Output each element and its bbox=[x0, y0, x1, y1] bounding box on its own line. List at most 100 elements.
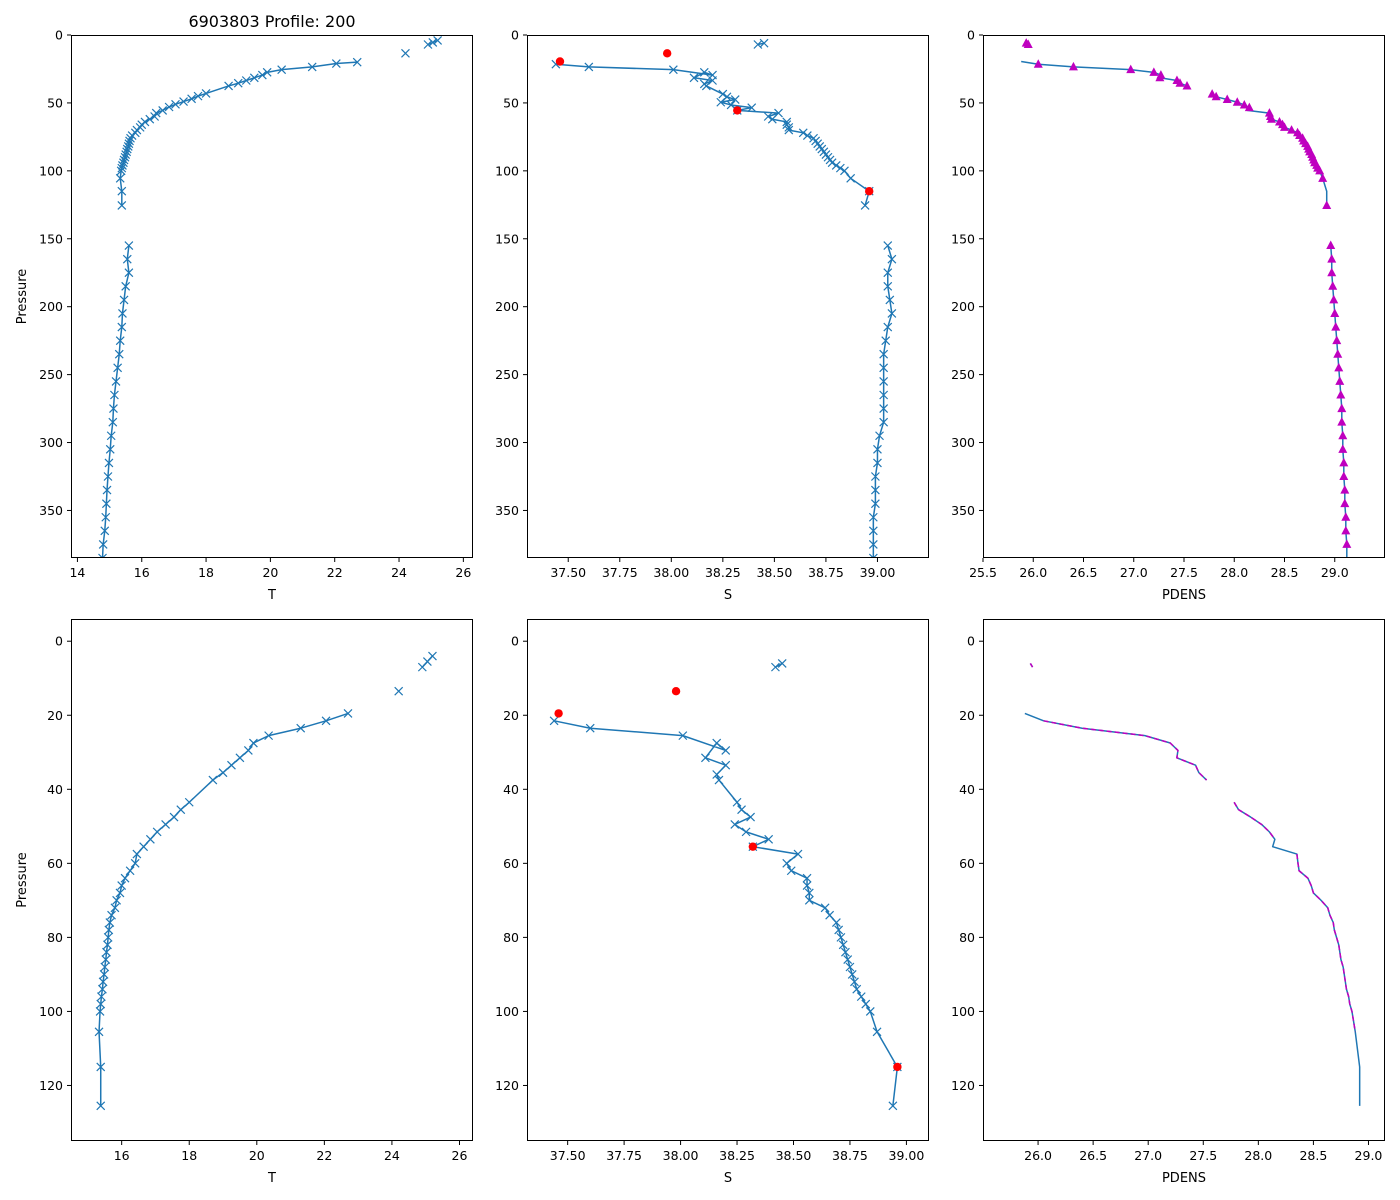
x-marker bbox=[102, 485, 112, 495]
x-marker bbox=[841, 947, 850, 957]
x-axis-label: S bbox=[724, 1171, 732, 1186]
x-marker bbox=[119, 295, 129, 305]
x-tick-label: 16 bbox=[114, 1148, 130, 1163]
x-marker bbox=[584, 62, 594, 72]
x-marker bbox=[97, 984, 107, 994]
x-tick-label: 18 bbox=[198, 565, 214, 580]
x-marker bbox=[825, 910, 835, 920]
plot-area bbox=[549, 659, 902, 1111]
x-marker bbox=[117, 186, 127, 196]
x-marker bbox=[802, 881, 812, 890]
x-marker bbox=[678, 731, 688, 741]
x-axis-label: T bbox=[267, 588, 276, 603]
x-marker bbox=[782, 117, 792, 127]
x-marker bbox=[873, 444, 882, 454]
x-tick-label: 14 bbox=[69, 565, 85, 580]
x-tick-label: 38.25 bbox=[719, 1148, 755, 1163]
x-marker bbox=[321, 716, 331, 726]
x-marker bbox=[103, 932, 113, 942]
x-marker bbox=[753, 40, 763, 49]
x-tick-label: 26.5 bbox=[1079, 1148, 1107, 1163]
x-tick-label: 28.5 bbox=[1299, 1148, 1327, 1163]
x-marker bbox=[868, 526, 878, 536]
y-tick-label: 0 bbox=[967, 634, 975, 649]
x-marker bbox=[836, 932, 846, 942]
x-marker bbox=[870, 485, 880, 495]
y-tick-label: 100 bbox=[39, 1004, 63, 1019]
y-tick-label: 100 bbox=[951, 163, 975, 178]
x-marker bbox=[793, 849, 803, 859]
x-marker bbox=[872, 1027, 882, 1037]
y-tick-label: 250 bbox=[495, 367, 519, 382]
y-tick-label: 40 bbox=[959, 782, 975, 797]
x-marker bbox=[257, 70, 267, 80]
x-marker bbox=[171, 99, 180, 109]
x-marker bbox=[99, 969, 109, 979]
x-marker bbox=[845, 962, 855, 972]
density-marker bbox=[1337, 417, 1347, 426]
density-marker bbox=[1335, 376, 1345, 385]
x-marker bbox=[208, 775, 218, 785]
x-tick-label: 27.5 bbox=[1189, 1148, 1217, 1163]
x-marker bbox=[394, 686, 404, 696]
flag-point bbox=[555, 57, 565, 66]
density-marker bbox=[1340, 498, 1350, 508]
x-marker bbox=[94, 1027, 104, 1037]
x-tick-label: 28.5 bbox=[1271, 565, 1299, 580]
plot-area bbox=[1021, 38, 1352, 558]
x-tick-label: 37.75 bbox=[602, 565, 638, 580]
density-marker bbox=[1033, 59, 1043, 68]
series-s bbox=[551, 38, 897, 558]
y-tick-label: 100 bbox=[39, 163, 63, 178]
x-marker bbox=[111, 376, 121, 386]
plot-area bbox=[94, 651, 437, 1111]
axes-frame bbox=[527, 619, 929, 1141]
flag-point bbox=[748, 842, 758, 851]
x-marker bbox=[264, 731, 274, 741]
series-line bbox=[872, 245, 893, 558]
axes-frame bbox=[71, 619, 473, 1141]
x-marker bbox=[352, 57, 362, 67]
y-tick-label: 200 bbox=[951, 299, 975, 314]
x-marker bbox=[103, 472, 113, 481]
y-tick-label: 50 bbox=[503, 95, 519, 110]
x-tick-label: 39.00 bbox=[860, 565, 896, 580]
series-s-flagged bbox=[555, 49, 874, 196]
x-marker bbox=[120, 873, 130, 883]
y-tick-label: 60 bbox=[47, 856, 63, 871]
x-marker bbox=[741, 827, 751, 837]
x-marker bbox=[746, 812, 756, 822]
x-marker bbox=[130, 858, 140, 868]
x-marker bbox=[127, 131, 137, 140]
density-marker bbox=[1239, 99, 1249, 109]
y-tick-label: 120 bbox=[39, 1078, 63, 1093]
series-t bbox=[94, 651, 437, 1111]
x-marker bbox=[117, 201, 127, 210]
x-marker bbox=[145, 834, 155, 844]
x-marker bbox=[838, 940, 848, 950]
density-marker bbox=[1266, 114, 1276, 123]
x-marker bbox=[865, 1007, 875, 1016]
x-marker bbox=[712, 770, 722, 779]
x-marker bbox=[117, 322, 127, 332]
density-marker bbox=[1341, 512, 1351, 521]
x-marker bbox=[879, 417, 889, 427]
series-t-isolated bbox=[394, 686, 404, 696]
y-tick-label: 250 bbox=[39, 367, 63, 382]
x-marker bbox=[96, 1062, 106, 1072]
x-marker bbox=[847, 969, 857, 979]
y-tick-label: 80 bbox=[959, 930, 975, 945]
x-marker bbox=[150, 112, 160, 121]
x-marker bbox=[331, 59, 341, 68]
x-tick-label: 26.5 bbox=[1070, 565, 1098, 580]
x-marker bbox=[224, 81, 234, 91]
x-marker bbox=[115, 336, 125, 346]
x-tick-label: 24 bbox=[384, 1148, 400, 1163]
x-marker bbox=[721, 746, 731, 755]
density-marker bbox=[1211, 91, 1221, 101]
x-tick-label: 38.75 bbox=[832, 1148, 868, 1163]
density-marker bbox=[1182, 80, 1192, 90]
x-marker bbox=[870, 499, 880, 509]
x-marker bbox=[802, 131, 812, 140]
